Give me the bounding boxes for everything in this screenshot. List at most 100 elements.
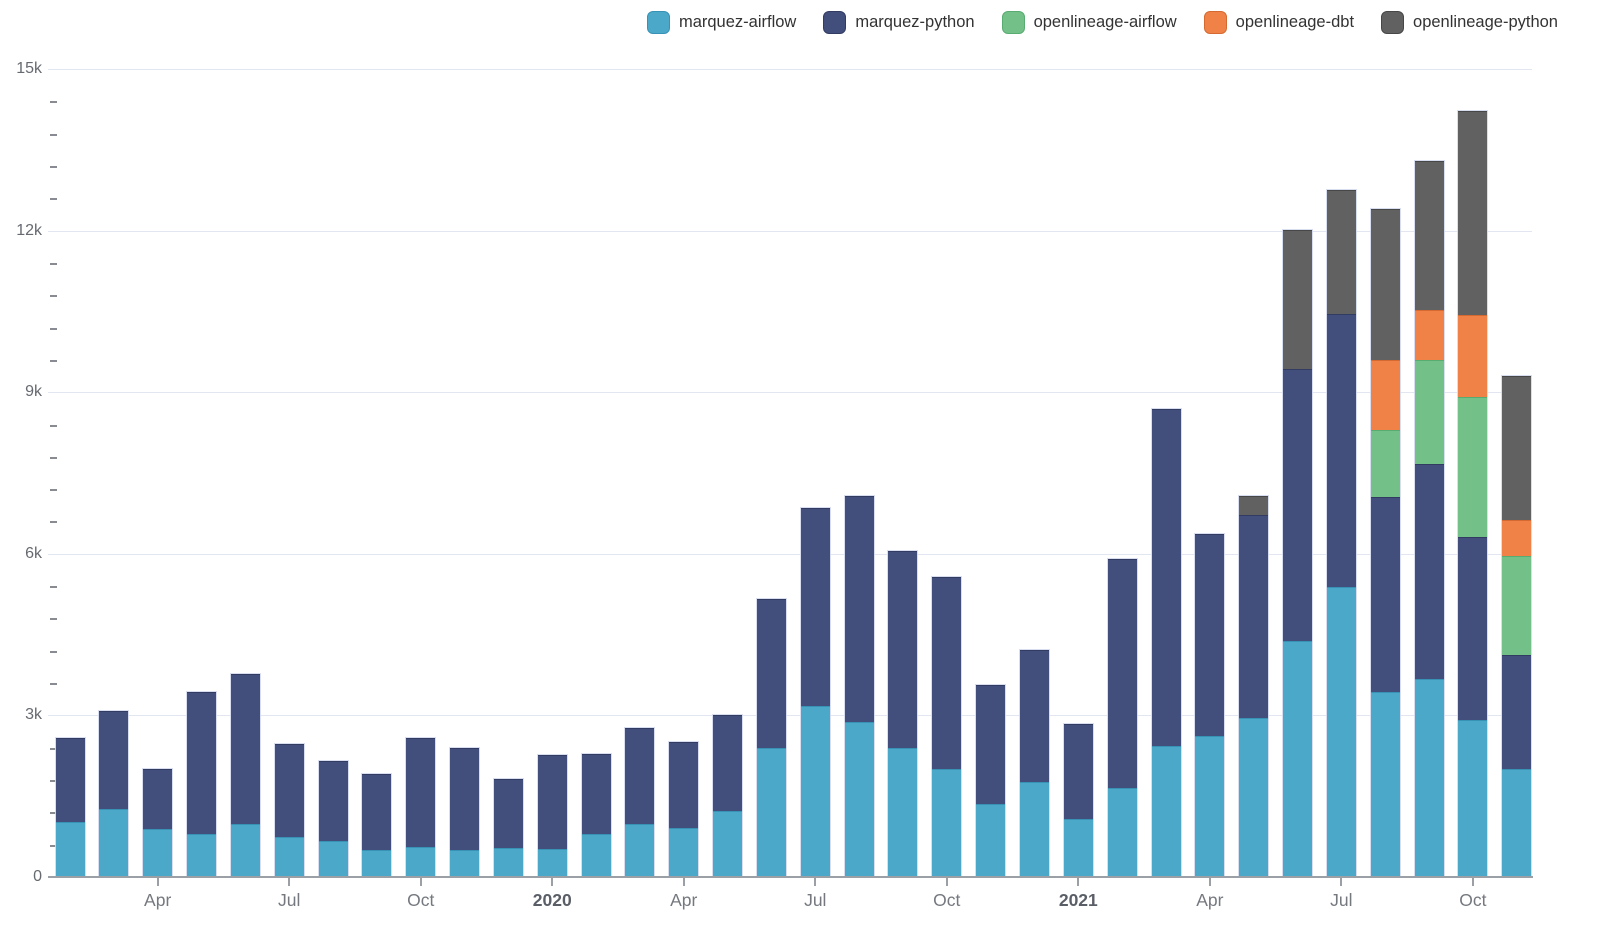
bar-segment-marquez-airflow[interactable] [1283,640,1313,877]
bar-segment-marquez-python[interactable] [669,741,699,828]
bar-nov-2019[interactable] [450,747,480,877]
bar-dec-2020[interactable] [1019,649,1049,877]
legend-item-marquez-airflow[interactable]: marquez-airflow [646,11,796,34]
bar-segment-marquez-airflow[interactable] [143,829,173,877]
bar-segment-openlineage-airflow[interactable] [1502,555,1532,655]
legend-swatch-icon[interactable] [1203,11,1227,34]
legend-swatch-icon[interactable] [646,11,670,34]
bar-mar-2021[interactable] [1151,408,1181,877]
bar-segment-marquez-airflow[interactable] [274,837,304,877]
bar-may-2021[interactable] [1239,496,1269,877]
bar-segment-openlineage-python[interactable] [1502,376,1532,520]
bar-segment-marquez-python[interactable] [143,768,173,830]
bar-sep-2020[interactable] [888,551,918,877]
bar-segment-marquez-airflow[interactable] [625,824,655,877]
bar-segment-marquez-airflow[interactable] [406,846,436,877]
bar-jul-2020[interactable] [800,508,830,877]
bar-segment-marquez-python[interactable] [844,496,874,723]
bar-segment-marquez-airflow[interactable] [581,834,611,877]
bar-segment-marquez-airflow[interactable] [888,747,918,877]
bar-jun-2021[interactable] [1283,230,1313,877]
bar-segment-marquez-python[interactable] [625,727,655,825]
bar-segment-openlineage-python[interactable] [1458,111,1488,316]
bar-segment-openlineage-dbt[interactable] [1370,360,1400,430]
bar-segment-marquez-airflow[interactable] [318,841,348,877]
bar-segment-marquez-python[interactable] [1283,368,1313,641]
bar-segment-marquez-python[interactable] [1502,654,1532,770]
bar-oct-2019[interactable] [406,737,436,877]
bar-segment-openlineage-python[interactable] [1283,230,1313,369]
bar-segment-marquez-airflow[interactable] [537,849,567,877]
bar-segment-marquez-python[interactable] [55,738,85,823]
bar-segment-marquez-python[interactable] [713,715,743,812]
bar-segment-openlineage-airflow[interactable] [1458,396,1488,537]
bar-dec-2019[interactable] [493,778,523,877]
bar-segment-marquez-airflow[interactable] [1458,719,1488,877]
bar-segment-marquez-airflow[interactable] [187,833,217,877]
bar-segment-marquez-python[interactable] [1239,514,1269,718]
bar-jun-2020[interactable] [756,598,786,877]
bar-jul-2021[interactable] [1326,189,1356,877]
bar-segment-marquez-airflow[interactable] [1326,586,1356,877]
bar-oct-2020[interactable] [932,576,962,877]
bar-segment-marquez-airflow[interactable] [756,747,786,877]
bar-feb-2019[interactable] [55,738,85,877]
bar-segment-marquez-airflow[interactable] [1019,781,1049,877]
bar-segment-marquez-airflow[interactable] [55,822,85,877]
bar-segment-marquez-python[interactable] [493,778,523,849]
bar-segment-marquez-python[interactable] [1151,408,1181,746]
bar-apr-2021[interactable] [1195,533,1225,877]
legend-item-openlineage-dbt[interactable]: openlineage-dbt [1203,11,1354,34]
bar-segment-openlineage-python[interactable] [1239,496,1269,515]
bar-jul-2019[interactable] [274,743,304,877]
bar-aug-2019[interactable] [318,760,348,877]
bar-segment-marquez-airflow[interactable] [1195,736,1225,877]
bar-segment-marquez-airflow[interactable] [932,768,962,877]
bar-segment-marquez-airflow[interactable] [844,722,874,877]
bar-may-2020[interactable] [713,715,743,877]
bar-segment-marquez-airflow[interactable] [1107,787,1137,877]
bar-jan-2021[interactable] [1063,724,1093,877]
bar-segment-marquez-python[interactable] [1414,463,1444,680]
bar-apr-2019[interactable] [143,768,173,877]
bar-segment-openlineage-airflow[interactable] [1414,360,1444,464]
bar-oct-2021[interactable] [1458,111,1488,877]
bar-segment-marquez-airflow[interactable] [450,850,480,877]
bar-segment-marquez-airflow[interactable] [1151,745,1181,877]
legend-swatch-icon[interactable] [1381,11,1405,34]
bar-segment-marquez-python[interactable] [406,737,436,847]
bar-segment-openlineage-python[interactable] [1414,160,1444,311]
bar-segment-marquez-python[interactable] [1019,649,1049,782]
bar-nov-2020[interactable] [976,685,1006,877]
bar-segment-marquez-airflow[interactable] [1239,717,1269,877]
bar-segment-marquez-airflow[interactable] [669,827,699,877]
bar-jan-2020[interactable] [537,755,567,877]
bar-feb-2020[interactable] [581,754,611,877]
bar-segment-marquez-python[interactable] [1326,313,1356,587]
legend-swatch-icon[interactable] [1001,11,1025,34]
bar-segment-marquez-python[interactable] [1107,558,1137,788]
bar-aug-2021[interactable] [1370,209,1400,877]
bar-apr-2020[interactable] [669,741,699,877]
bar-segment-marquez-airflow[interactable] [1370,691,1400,877]
bar-sep-2021[interactable] [1414,160,1444,877]
bar-segment-marquez-airflow[interactable] [1502,769,1532,877]
bar-segment-openlineage-airflow[interactable] [1370,429,1400,497]
legend-item-openlineage-python[interactable]: openlineage-python [1381,11,1558,34]
bar-segment-marquez-python[interactable] [1063,724,1093,819]
bar-mar-2020[interactable] [625,727,655,877]
bar-may-2019[interactable] [187,691,217,877]
bar-segment-marquez-airflow[interactable] [99,808,129,877]
legend-swatch-icon[interactable] [823,11,847,34]
legend-item-marquez-python[interactable]: marquez-python [823,11,975,34]
bar-segment-marquez-airflow[interactable] [493,848,523,877]
bar-segment-marquez-python[interactable] [537,755,567,849]
bar-segment-openlineage-dbt[interactable] [1458,315,1488,397]
bar-segment-marquez-airflow[interactable] [976,803,1006,877]
legend-item-openlineage-airflow[interactable]: openlineage-airflow [1001,11,1177,34]
bar-segment-marquez-airflow[interactable] [800,705,830,877]
bar-segment-openlineage-dbt[interactable] [1502,519,1532,556]
bar-segment-marquez-python[interactable] [888,551,918,748]
bar-segment-marquez-python[interactable] [581,754,611,835]
bar-segment-openlineage-dbt[interactable] [1414,310,1444,361]
